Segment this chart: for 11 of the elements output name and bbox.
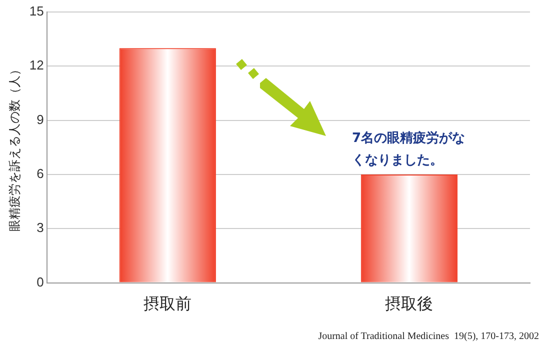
y-tick-label: 0: [36, 274, 44, 290]
x-tick-label: 摂取後: [385, 294, 434, 313]
text: Journal of Traditional Medicines 19(5), 170-173, 2002: [318, 331, 539, 342]
y-tick-label: 9: [36, 112, 44, 127]
y-axis-title: 眼精疲労を訴える人の数（人）: [8, 63, 22, 232]
y-tick-label: 6: [36, 166, 44, 182]
y-tick-label: 15: [29, 4, 44, 19]
x-tick-label: 摂取前: [144, 294, 192, 313]
y-tick-label: 3: [36, 220, 44, 236]
annotation: 7名の眼精疲労がなくなりました。: [352, 130, 466, 170]
y-tick-label: 12: [29, 58, 44, 73]
